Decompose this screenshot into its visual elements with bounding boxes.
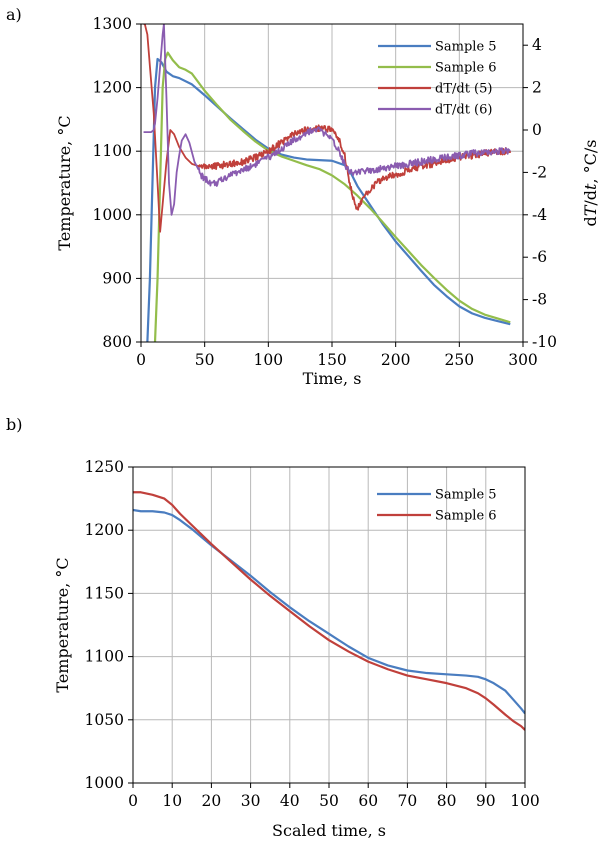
legend-label: Sample 5 xyxy=(435,488,497,503)
y2-tick-label: -10 xyxy=(532,333,557,351)
series-line xyxy=(133,491,525,731)
series-line xyxy=(153,51,511,342)
chart-a-y2-axis-label: dT/dt, °C/s xyxy=(581,139,600,226)
chart-b-y-axis-label: Temperature, °C xyxy=(53,557,72,692)
y-tick-label: 1150 xyxy=(85,584,124,602)
y-tick-label: 1300 xyxy=(93,15,132,33)
chart-b-legend: Sample 5 Sample 6 xyxy=(377,488,497,524)
x-tick-label: 60 xyxy=(358,792,378,810)
x-tick-label: 70 xyxy=(398,792,418,810)
x-tick-label: 10 xyxy=(162,792,182,810)
y2-tick-label: -8 xyxy=(532,291,547,309)
chart-b-x-axis-label: Scaled time, s xyxy=(272,821,386,840)
y2-tick-label: -4 xyxy=(532,206,547,224)
series-line xyxy=(143,24,512,233)
chart-a-legend: Sample 5 Sample 6 dT/dt (5) dT/dt (6) xyxy=(378,40,497,118)
chart-a-y2-ticks: -10 -8 -6 -4 -2 0 2 4 xyxy=(523,36,557,351)
chart-b-series xyxy=(133,491,525,731)
chart-b-y-ticks: 1000 1050 1100 1150 1200 1250 xyxy=(85,458,133,792)
x-tick-label: 100 xyxy=(510,792,540,810)
x-tick-label: 0 xyxy=(136,351,146,369)
legend-label: dT/dt (5) xyxy=(435,82,492,97)
x-tick-label: 150 xyxy=(317,351,347,369)
x-tick-label: 80 xyxy=(437,792,457,810)
x-tick-label: 50 xyxy=(195,351,215,369)
chart-b: 0 10 20 30 40 50 60 70 80 90 100 10001050110011501… xyxy=(53,458,540,840)
series-line xyxy=(143,24,511,216)
legend-label: Sample 6 xyxy=(435,509,497,524)
x-tick-label: 0 xyxy=(128,792,138,810)
y2-tick-label: 2 xyxy=(532,79,542,97)
y-tick-label: 1100 xyxy=(93,142,132,160)
chart-a-y-ticks: 800 900 1000 1100 1200 1300 xyxy=(93,15,141,351)
legend-label: Sample 6 xyxy=(435,61,497,76)
chart-b-x-ticks: 0 10 20 30 40 50 60 70 80 90 100 xyxy=(128,783,540,810)
series-line xyxy=(146,57,511,342)
y-tick-label: 1050 xyxy=(85,711,124,729)
y-tick-label: 1250 xyxy=(85,458,124,476)
chart-a-y-axis-label: Temperature, °C xyxy=(55,115,74,250)
y-tick-label: 1000 xyxy=(93,206,132,224)
y-tick-label: 1200 xyxy=(93,79,132,97)
x-tick-label: 300 xyxy=(508,351,538,369)
chart-a-x-axis-label: Time, s xyxy=(303,369,362,388)
y2-tick-label: -2 xyxy=(532,163,547,181)
y-tick-label: 1200 xyxy=(85,521,124,539)
y-tick-label: 900 xyxy=(102,269,132,287)
y2-tick-label: -6 xyxy=(532,248,547,266)
x-tick-label: 50 xyxy=(319,792,339,810)
y-tick-label: 800 xyxy=(102,333,132,351)
x-tick-label: 20 xyxy=(202,792,222,810)
series-line xyxy=(133,508,525,715)
x-tick-label: 30 xyxy=(241,792,261,810)
y-tick-label: 1100 xyxy=(85,648,124,666)
x-tick-label: 100 xyxy=(254,351,284,369)
x-tick-label: 250 xyxy=(445,351,475,369)
panel-b-label: b) xyxy=(6,415,22,434)
y-tick-label: 1000 xyxy=(85,774,124,792)
y2-tick-label: 0 xyxy=(532,121,542,139)
chart-a-series xyxy=(143,24,512,342)
chart-a: 0 50 100 150 200 250 300 800 900 1000 1100 1200 130… xyxy=(55,15,600,388)
x-tick-label: 200 xyxy=(381,351,411,369)
panel-a-label: a) xyxy=(6,5,22,24)
y2-tick-label: 4 xyxy=(532,36,542,54)
chart-a-gridlines xyxy=(141,24,523,342)
chart-a-x-ticks: 0 50 100 150 200 250 300 xyxy=(136,342,538,369)
x-tick-label: 40 xyxy=(280,792,300,810)
x-tick-label: 90 xyxy=(476,792,496,810)
legend-label: dT/dt (6) xyxy=(435,103,492,118)
legend-label: Sample 5 xyxy=(435,40,497,55)
